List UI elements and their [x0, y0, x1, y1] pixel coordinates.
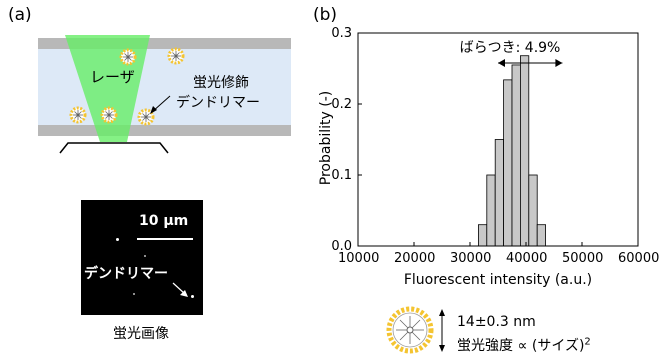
x-tick-label: 60000: [618, 251, 660, 266]
micrograph-caption: 蛍光画像: [113, 326, 169, 342]
x-axis-label: Fluorescent intensity (a.u.): [403, 272, 593, 288]
size-arrow-head-bottom: [439, 345, 445, 352]
dendrimer-branches: [396, 316, 424, 344]
dendrimer-label-line1: 蛍光修飾: [193, 75, 249, 91]
x-tick-label: 40000: [506, 251, 548, 266]
x-tick-label: 10000: [338, 251, 380, 266]
plot-frame: [357, 32, 639, 247]
y-tick-label: 0.2: [331, 97, 352, 112]
x-tick-label: 50000: [562, 251, 604, 266]
fluorescence-micrograph: 10 μm デンドリマー: [81, 200, 203, 315]
intensity-exponent: 2: [584, 336, 591, 348]
y-tick-label: 0.3: [331, 26, 352, 41]
fluorescent-spot: [191, 295, 194, 298]
objective-lens: [59, 142, 169, 154]
x-tick-label: 20000: [394, 251, 436, 266]
y-tick-label: 0.0: [331, 239, 352, 254]
x-tick-label: 30000: [450, 251, 492, 266]
fluorescent-spot: [116, 238, 119, 241]
pointer-arrow-head: [150, 106, 157, 114]
intensity-proportional-label: 蛍光強度 ∝ (サイズ)2: [457, 335, 591, 355]
dendrimer-size-label: 14±0.3 nm: [457, 314, 536, 330]
dendrimer-dye-shell: [386, 306, 434, 354]
micrograph-arrow: [172, 282, 188, 297]
dendrimer-label-line2: デンドリマー: [176, 95, 260, 111]
variation-annotation: ばらつき: 4.9%: [459, 40, 561, 56]
variation-arrow-head: [555, 59, 563, 67]
bottom-glass-plate: [38, 125, 291, 136]
y-tick-label: 0.1: [331, 168, 352, 183]
variation-arrow-head: [498, 59, 505, 67]
size-arrow-head-top: [439, 309, 445, 316]
fluorescent-spot: [133, 293, 135, 295]
scale-bar: [137, 238, 193, 240]
scale-bar-label: 10 μm: [139, 213, 189, 229]
panel-label-b: (b): [313, 5, 338, 25]
micrograph-dendrimer-label: デンドリマー: [84, 266, 168, 282]
laser-label: レーザ: [90, 68, 135, 86]
intensity-proportional-text: 蛍光強度 ∝ (サイズ): [457, 338, 585, 354]
top-glass-plate: [38, 38, 291, 49]
fluorescent-spot: [144, 255, 146, 257]
panel-label-a: (a): [8, 5, 32, 25]
